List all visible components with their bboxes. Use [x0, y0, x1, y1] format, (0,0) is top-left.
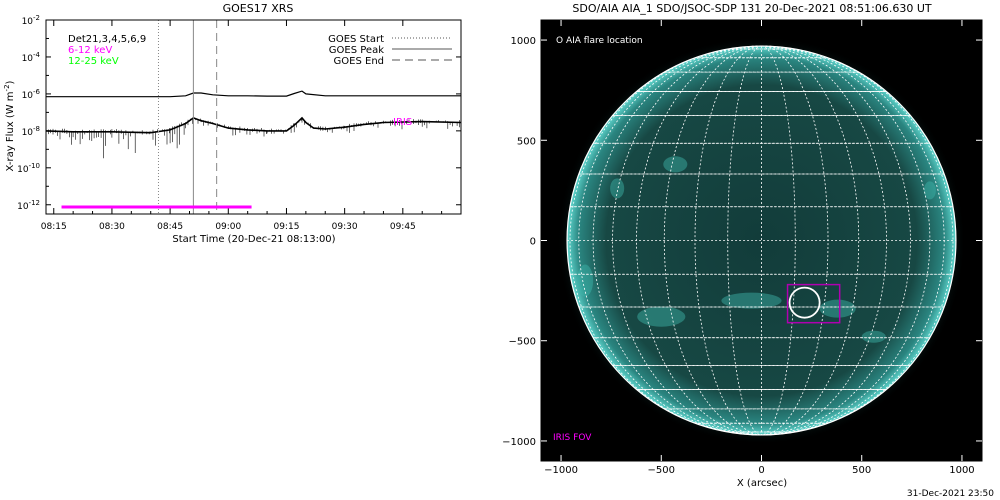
- goes-y-tick-label: 10-6: [22, 88, 41, 101]
- aia-x-tick-label: −1000: [544, 465, 578, 476]
- aia-bright-region: [577, 264, 594, 297]
- aia-x-axis-label: X (arcsec): [737, 478, 787, 489]
- goes-y-tick-exp: -12: [29, 199, 40, 207]
- goes-legend-det: Det21,3,4,5,6,9: [68, 34, 146, 45]
- goes-x-tick-label: 08:45: [157, 222, 183, 232]
- goes-legend-end: GOES End: [334, 56, 384, 67]
- goes-y-tick-base: 10: [22, 128, 34, 138]
- aia-longitude-line: [761, 45, 931, 436]
- goes-y-tick-label: 10-2: [22, 14, 40, 27]
- aia-sun-image: [557, 36, 966, 445]
- aia-y-ticks: 1000 500 0 −500 −1000: [502, 36, 982, 448]
- aia-solar-disk: [567, 46, 956, 435]
- aia-y-tick-label: 1000: [511, 36, 536, 47]
- goes-series: [45, 90, 462, 159]
- aia-bright-region: [637, 306, 686, 327]
- aia-title: SDO/AIA AIA_1 SDO/JSOC-SDP 131 20-Dec-20…: [572, 2, 931, 15]
- goes-legend-peak: GOES Peak: [329, 45, 384, 56]
- aia-longitude-line: [761, 45, 954, 436]
- goes-y-tick-label: 10-8: [22, 125, 40, 138]
- goes-x-tick-label: 08:30: [99, 222, 125, 232]
- goes-y-tick-exp: -10: [29, 162, 40, 170]
- goes-markers: [61, 20, 252, 214]
- aia-longitude-line: [727, 45, 762, 436]
- aia-x-ticks: −1000 −500 0 500 1000: [544, 20, 975, 476]
- goes-x-tick-label: 09:00: [215, 222, 241, 232]
- goes-y-tick-base: 10: [22, 54, 34, 64]
- goes-x-axis-label: Start Time (20-Dec-21 08:13:00): [172, 234, 335, 245]
- goes-ylabel-exp: -2: [3, 84, 11, 91]
- aia-footer-timestamp: 31-Dec-2021 23:50: [907, 489, 994, 499]
- goes-ylabel-close: ): [5, 80, 16, 84]
- goes-y-tick-label: 10-12: [17, 199, 40, 212]
- goes-legend-high-energy: 12-25 keV: [68, 56, 119, 67]
- aia-longitude-line: [592, 45, 762, 436]
- goes-chart: GOES17 XRS X-ray Flux (W m-2) 10-210-410…: [3, 2, 462, 245]
- goes-long-channel-line: [46, 90, 461, 98]
- aia-longitude-line: [761, 45, 887, 436]
- goes-y-tick-base: 10: [17, 165, 29, 175]
- aia-flare-location-circle: [788, 286, 821, 319]
- aia-flare-location-label: O AIA flare location: [556, 36, 643, 46]
- aia-bright-region: [861, 330, 886, 343]
- goes-legend-low-energy: 6-12 keV: [68, 45, 112, 56]
- goes-legend-start: GOES Start: [328, 34, 384, 45]
- aia-bright-region: [923, 181, 936, 200]
- goes-y-tick-label: 10-10: [17, 162, 40, 175]
- aia-iris-fov-box: [786, 283, 841, 324]
- goes-x-ticks: 08:15 08:30 08:45 09:00 09:15 09:30 09:45: [41, 20, 443, 232]
- goes-plot-frame: [45, 19, 462, 215]
- goes-ylabel: X-ray Flux (W m: [5, 91, 16, 171]
- aia-bright-region: [721, 292, 782, 309]
- aia-iris-fov-label: IRIS FOV: [553, 433, 592, 443]
- aia-longitude-line: [761, 45, 796, 436]
- svg-text:X-ray Flux (W m-2): X-ray Flux (W m-2): [3, 80, 16, 171]
- goes-x-tick-label: 09:15: [273, 222, 299, 232]
- aia-longitude-line: [578, 45, 762, 436]
- goes-title: GOES17 XRS: [223, 2, 294, 15]
- goes-y-tick-exp: -2: [33, 14, 40, 22]
- aia-x-tick-label: 1000: [949, 465, 974, 476]
- aia-y-tick-label: 500: [517, 136, 536, 147]
- aia-longitude-line: [569, 45, 762, 436]
- aia-bright-region: [610, 178, 625, 199]
- aia-x-tick-label: 0: [758, 465, 764, 476]
- goes-y-tick-exp: -6: [33, 88, 41, 96]
- goes-y-tick-base: 10: [22, 91, 34, 101]
- aia-image-panel: SDO/AIA AIA_1 SDO/JSOC-SDP 131 20-Dec-20…: [502, 2, 994, 499]
- aia-longitude-line: [612, 45, 762, 436]
- goes-y-tick-exp: -8: [33, 125, 40, 133]
- goes-y-tick-label: 10-4: [22, 51, 41, 64]
- goes-iris-label: IRIS: [393, 117, 412, 128]
- goes-y-tick-base: 10: [22, 17, 34, 27]
- goes-x-tick-label: 09:45: [390, 222, 416, 232]
- aia-longitude-line: [761, 45, 911, 436]
- aia-y-tick-label: −500: [509, 337, 536, 348]
- aia-y-tick-label: −1000: [502, 437, 536, 448]
- aia-x-tick-label: −500: [648, 465, 675, 476]
- goes-x-tick-label: 09:30: [332, 222, 358, 232]
- goes-y-tick-exp: -4: [33, 51, 41, 59]
- aia-limb-outline: [566, 45, 957, 436]
- goes-y-axis-label: X-ray Flux (W m-2): [3, 80, 16, 171]
- aia-bright-region: [819, 299, 856, 318]
- aia-x-tick-label: 500: [852, 465, 871, 476]
- aia-y-tick-label: 0: [530, 237, 536, 248]
- goes-x-tick-label: 08:15: [41, 222, 67, 232]
- aia-bright-region: [663, 156, 688, 173]
- goes-y-tick-base: 10: [17, 202, 29, 212]
- goes-legend-right: GOES Start GOES Peak GOES End: [328, 34, 452, 67]
